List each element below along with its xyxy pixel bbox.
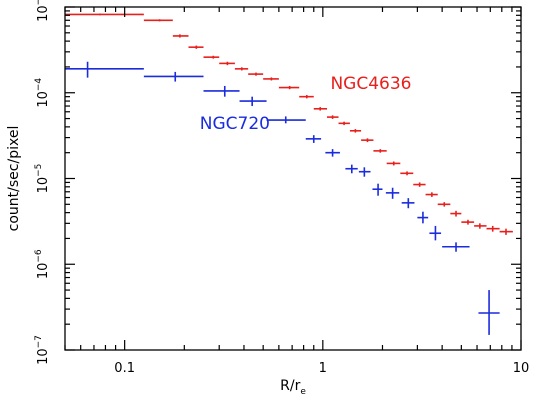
- data-point: [345, 165, 357, 174]
- axis-ticks: [65, 7, 521, 350]
- data-point: [429, 226, 441, 240]
- data-point: [314, 107, 327, 110]
- data-point: [400, 171, 413, 175]
- data-point: [204, 86, 240, 97]
- series-label-ngc720: NGC720: [200, 114, 270, 134]
- data-point: [279, 86, 299, 89]
- data-point: [438, 202, 451, 206]
- series-ngc720: [65, 62, 500, 335]
- data-point: [263, 77, 279, 80]
- y-tick-labels: 10−710−610−510−410−3: [34, 0, 51, 365]
- x-tick-label: 10: [513, 361, 530, 376]
- data-point: [219, 62, 235, 65]
- data-point: [417, 212, 428, 224]
- data-point: [402, 198, 415, 208]
- y-tick-label: 10−3: [34, 0, 51, 22]
- y-tick-label: 10−4: [34, 78, 51, 108]
- y-tick-label-base: 10: [36, 263, 51, 280]
- data-point: [350, 129, 361, 133]
- y-tick-label: 10−7: [34, 335, 51, 365]
- data-point: [189, 46, 204, 49]
- series-label-ngc4636: NGC4636: [330, 74, 411, 94]
- data-point: [65, 13, 144, 15]
- data-point: [500, 229, 513, 235]
- data-point: [299, 95, 314, 98]
- x-axis-label: R/re: [280, 378, 306, 397]
- data-point: [487, 226, 500, 232]
- y-tick-label: 10−6: [34, 249, 51, 279]
- data-point: [144, 19, 173, 21]
- x-tick-label: 0.1: [114, 361, 135, 376]
- y-tick-label-base: 10: [36, 91, 51, 108]
- data-point: [144, 72, 204, 82]
- y-tick-label-base: 10: [36, 5, 51, 22]
- y-tick-label-exponent: −5: [34, 164, 44, 177]
- x-tick-labels: 0.1 1 10: [114, 361, 529, 376]
- data-point: [327, 115, 338, 119]
- y-tick-label-exponent: −7: [34, 335, 44, 348]
- y-axis-label: count/sec/pixel: [6, 126, 22, 232]
- x-tick-label: 1: [319, 361, 327, 376]
- data-point: [426, 192, 438, 197]
- data-point: [478, 290, 499, 335]
- data-point: [442, 242, 469, 251]
- y-tick-label-base: 10: [36, 177, 51, 194]
- y-tick-label-base: 10: [36, 348, 51, 365]
- series-annotations: NGC4636 NGC720: [200, 74, 412, 134]
- data-point: [461, 220, 474, 225]
- data-point: [248, 73, 263, 76]
- data-point: [359, 167, 371, 176]
- y-tick-label: 10−5: [34, 164, 51, 194]
- y-tick-label-exponent: −6: [34, 249, 44, 263]
- x-axis-label-sub: e: [300, 387, 306, 397]
- data-point: [65, 62, 144, 78]
- data-point: [235, 67, 248, 70]
- data-point: [450, 211, 461, 217]
- chart-marks: [65, 13, 513, 334]
- data-point: [413, 182, 425, 186]
- data-point: [373, 149, 386, 153]
- data-point: [240, 97, 267, 106]
- y-tick-label-exponent: −4: [34, 78, 44, 92]
- data-point: [386, 188, 399, 199]
- data-point: [306, 135, 321, 143]
- data-point: [339, 122, 350, 125]
- data-point: [325, 149, 340, 156]
- data-point: [361, 138, 373, 142]
- y-tick-label-exponent: −3: [34, 0, 44, 5]
- data-point: [387, 161, 401, 165]
- series-ngc4636: [65, 13, 513, 234]
- x-axis-label-main: R/r: [280, 378, 300, 394]
- data-point: [267, 116, 306, 123]
- data-point: [474, 223, 486, 228]
- plot-frame: [65, 7, 521, 350]
- data-point: [173, 34, 189, 37]
- data-point: [204, 56, 220, 59]
- data-point: [372, 184, 382, 196]
